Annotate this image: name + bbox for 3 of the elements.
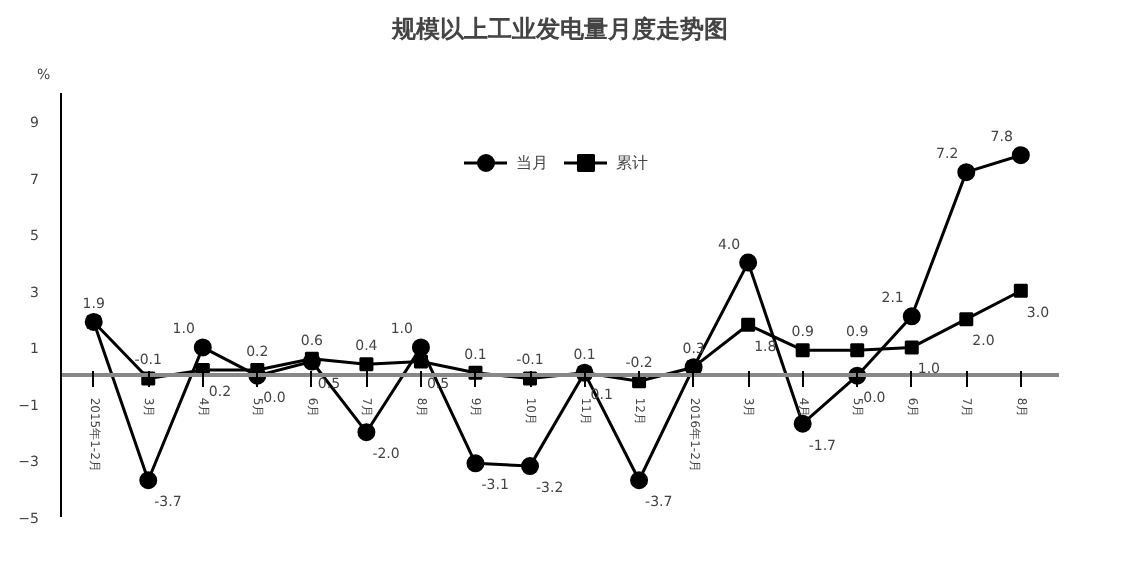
legend-label: 累计 — [616, 151, 650, 173]
legend-label: 当月 — [516, 151, 550, 173]
chart-title: 规模以上工业发电量月度走势图 — [390, 15, 728, 43]
